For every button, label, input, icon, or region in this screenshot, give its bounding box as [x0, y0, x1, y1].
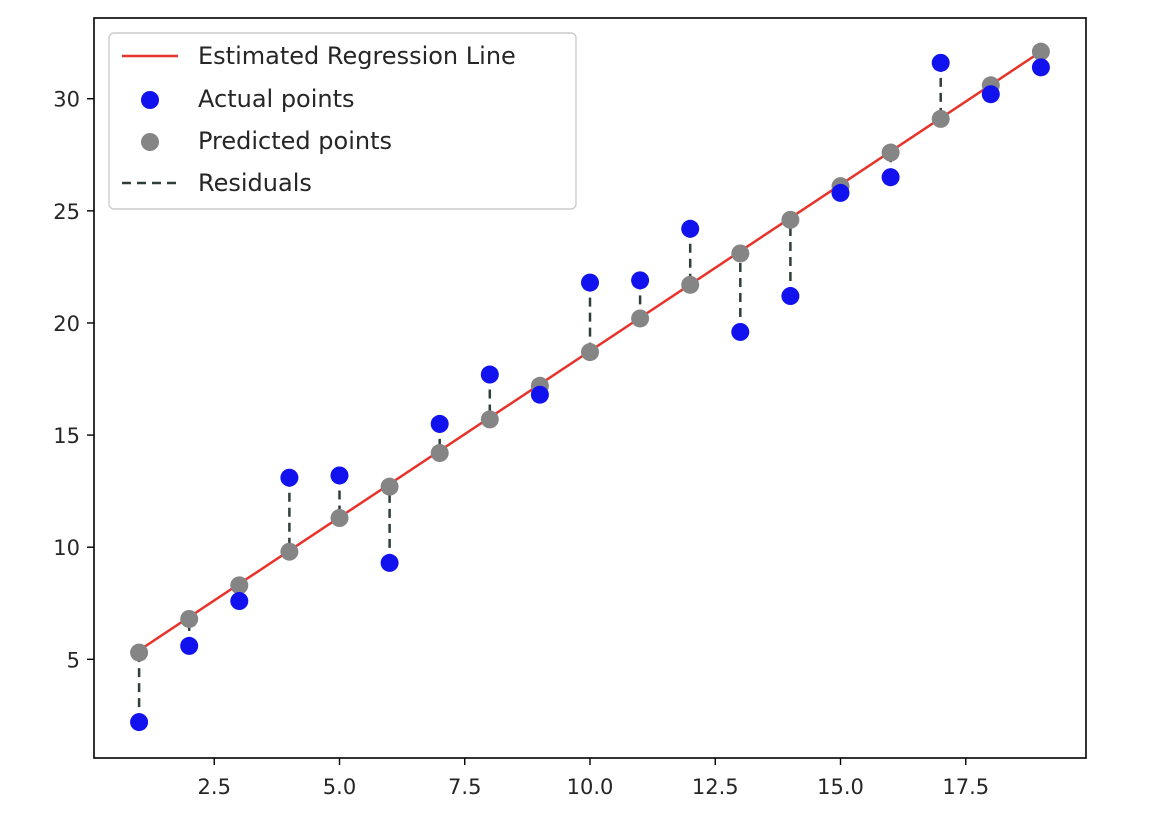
legend-label-actual-points: Actual points: [198, 85, 355, 113]
actual-point: [831, 183, 850, 202]
x-axis: 2.5 5.0 7.5 10.0 12.5 15.0 17.5: [198, 758, 989, 799]
actual-point: [180, 636, 199, 655]
legend-marker-predicted-points: [141, 133, 159, 151]
predicted-point: [681, 275, 700, 294]
predicted-point: [280, 542, 299, 561]
predicted-point: [130, 643, 149, 662]
y-axis: 5 10 15 20 25 30: [53, 88, 94, 672]
predicted-point: [480, 410, 499, 429]
actual-point: [530, 385, 549, 404]
actual-point: [230, 592, 249, 611]
predicted-point: [380, 477, 399, 496]
actual-point: [581, 273, 599, 292]
predicted-point: [931, 109, 950, 128]
predicted-point: [781, 210, 800, 229]
actual-point: [380, 553, 399, 572]
legend-marker-actual-points: [141, 91, 159, 109]
x-tick-label: 10.0: [567, 775, 614, 799]
x-tick-label: 5.0: [323, 775, 356, 799]
y-tick-label: 20: [53, 312, 80, 336]
actual-point: [631, 271, 650, 290]
predicted-point: [330, 509, 349, 528]
predicted-point: [581, 343, 599, 362]
actual-point: [931, 53, 950, 72]
predicted-point: [631, 309, 650, 328]
y-tick-label: 25: [53, 200, 80, 224]
legend-label-regression-line: Estimated Regression Line: [198, 42, 516, 70]
predicted-point: [731, 244, 750, 263]
predicted-point: [1031, 42, 1050, 61]
y-tick-label: 5: [67, 648, 80, 672]
actual-point: [981, 85, 1000, 104]
legend-label-residuals: Residuals: [198, 169, 312, 197]
legend-box: [108, 32, 577, 210]
predicted-points-layer: [130, 42, 1050, 662]
actual-point: [430, 414, 449, 433]
plot-area: [130, 42, 1050, 732]
actual-point: [130, 713, 149, 732]
actual-point: [781, 287, 800, 306]
actual-point: [881, 168, 900, 187]
x-tick-label: 2.5: [198, 775, 231, 799]
x-tick-label: 7.5: [448, 775, 481, 799]
legend-label-predicted-points: Predicted points: [198, 127, 392, 155]
actual-points-layer: [130, 53, 1050, 732]
actual-point: [330, 466, 349, 485]
y-tick-label: 30: [53, 88, 80, 112]
legend: Estimated Regression Line Actual points …: [108, 32, 577, 210]
predicted-point: [430, 444, 449, 463]
actual-point: [681, 219, 700, 238]
predicted-point: [881, 143, 900, 162]
x-tick-label: 17.5: [942, 775, 989, 799]
y-tick-label: 10: [53, 536, 80, 560]
actual-point: [1031, 58, 1050, 77]
x-tick-label: 15.0: [817, 775, 864, 799]
x-tick-label: 12.5: [692, 775, 739, 799]
actual-point: [731, 322, 750, 341]
predicted-point: [180, 609, 199, 628]
actual-point: [280, 468, 299, 487]
predicted-point: [230, 576, 249, 595]
y-tick-label: 15: [53, 424, 80, 448]
actual-point: [480, 365, 499, 384]
